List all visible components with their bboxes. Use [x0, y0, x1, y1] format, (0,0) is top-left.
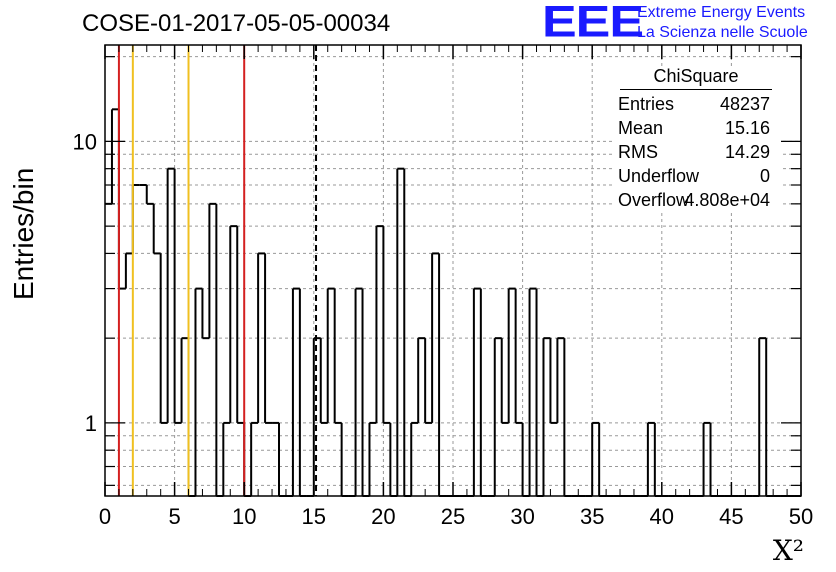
histogram-bars: [105, 108, 801, 497]
stats-value: 15.16: [724, 118, 770, 138]
x-tick-label: 30: [510, 504, 534, 529]
x-tick-label: 40: [650, 504, 674, 529]
y-axis-label: Entries/bin: [8, 167, 39, 300]
eee-logo: EEE: [542, 0, 644, 47]
stats-value: 0: [759, 166, 770, 186]
marker-lines: [117, 45, 318, 496]
stats-key: RMS: [618, 142, 658, 162]
x-axis-label: X²: [772, 534, 804, 567]
stats-row-entries: Entries 48237: [612, 92, 780, 116]
x-tick-label: 25: [441, 504, 465, 529]
stats-key: Overflow: [618, 190, 690, 210]
stats-row-underflow: Underflow 0: [612, 164, 780, 188]
x-tick-label: 15: [302, 504, 326, 529]
stats-value: 48237: [719, 94, 770, 114]
x-tick-label: 35: [580, 504, 604, 529]
y-tick-label: 1: [85, 411, 97, 436]
stats-key: Entries: [618, 94, 675, 114]
x-tick-label: 50: [789, 504, 813, 529]
stats-value: 4.808e+04: [684, 190, 770, 210]
y-tick-label: 10: [73, 129, 97, 154]
stats-row-mean: Mean 15.16: [612, 116, 780, 140]
x-tick-label: 10: [232, 504, 256, 529]
x-tick-label: 20: [371, 504, 395, 529]
stats-value: 14.29: [724, 142, 770, 162]
x-tick-label: 5: [168, 504, 180, 529]
stats-key: Underflow: [618, 166, 700, 186]
stats-title: ChiSquare: [620, 66, 772, 90]
logo-line1: Extreme Energy Events: [637, 4, 806, 21]
stats-box: ChiSquare Entries 48237 Mean 15.16 RMS 1…: [612, 66, 780, 212]
stats-key: Mean: [618, 118, 664, 138]
logo-line2: La Scienza nelle Scuole: [637, 24, 808, 41]
x-tick-label: 45: [719, 504, 743, 529]
axis-ticks: 0 5 10 15 20 25 30 35 40 45 50 1 10: [73, 45, 813, 529]
chart-title: COSE-01-2017-05-05-00034: [82, 10, 391, 37]
stats-row-overflow: Overflow 4.808e+04: [612, 188, 780, 212]
x-tick-label: 0: [99, 504, 111, 529]
stats-row-rms: RMS 14.29: [612, 140, 780, 164]
